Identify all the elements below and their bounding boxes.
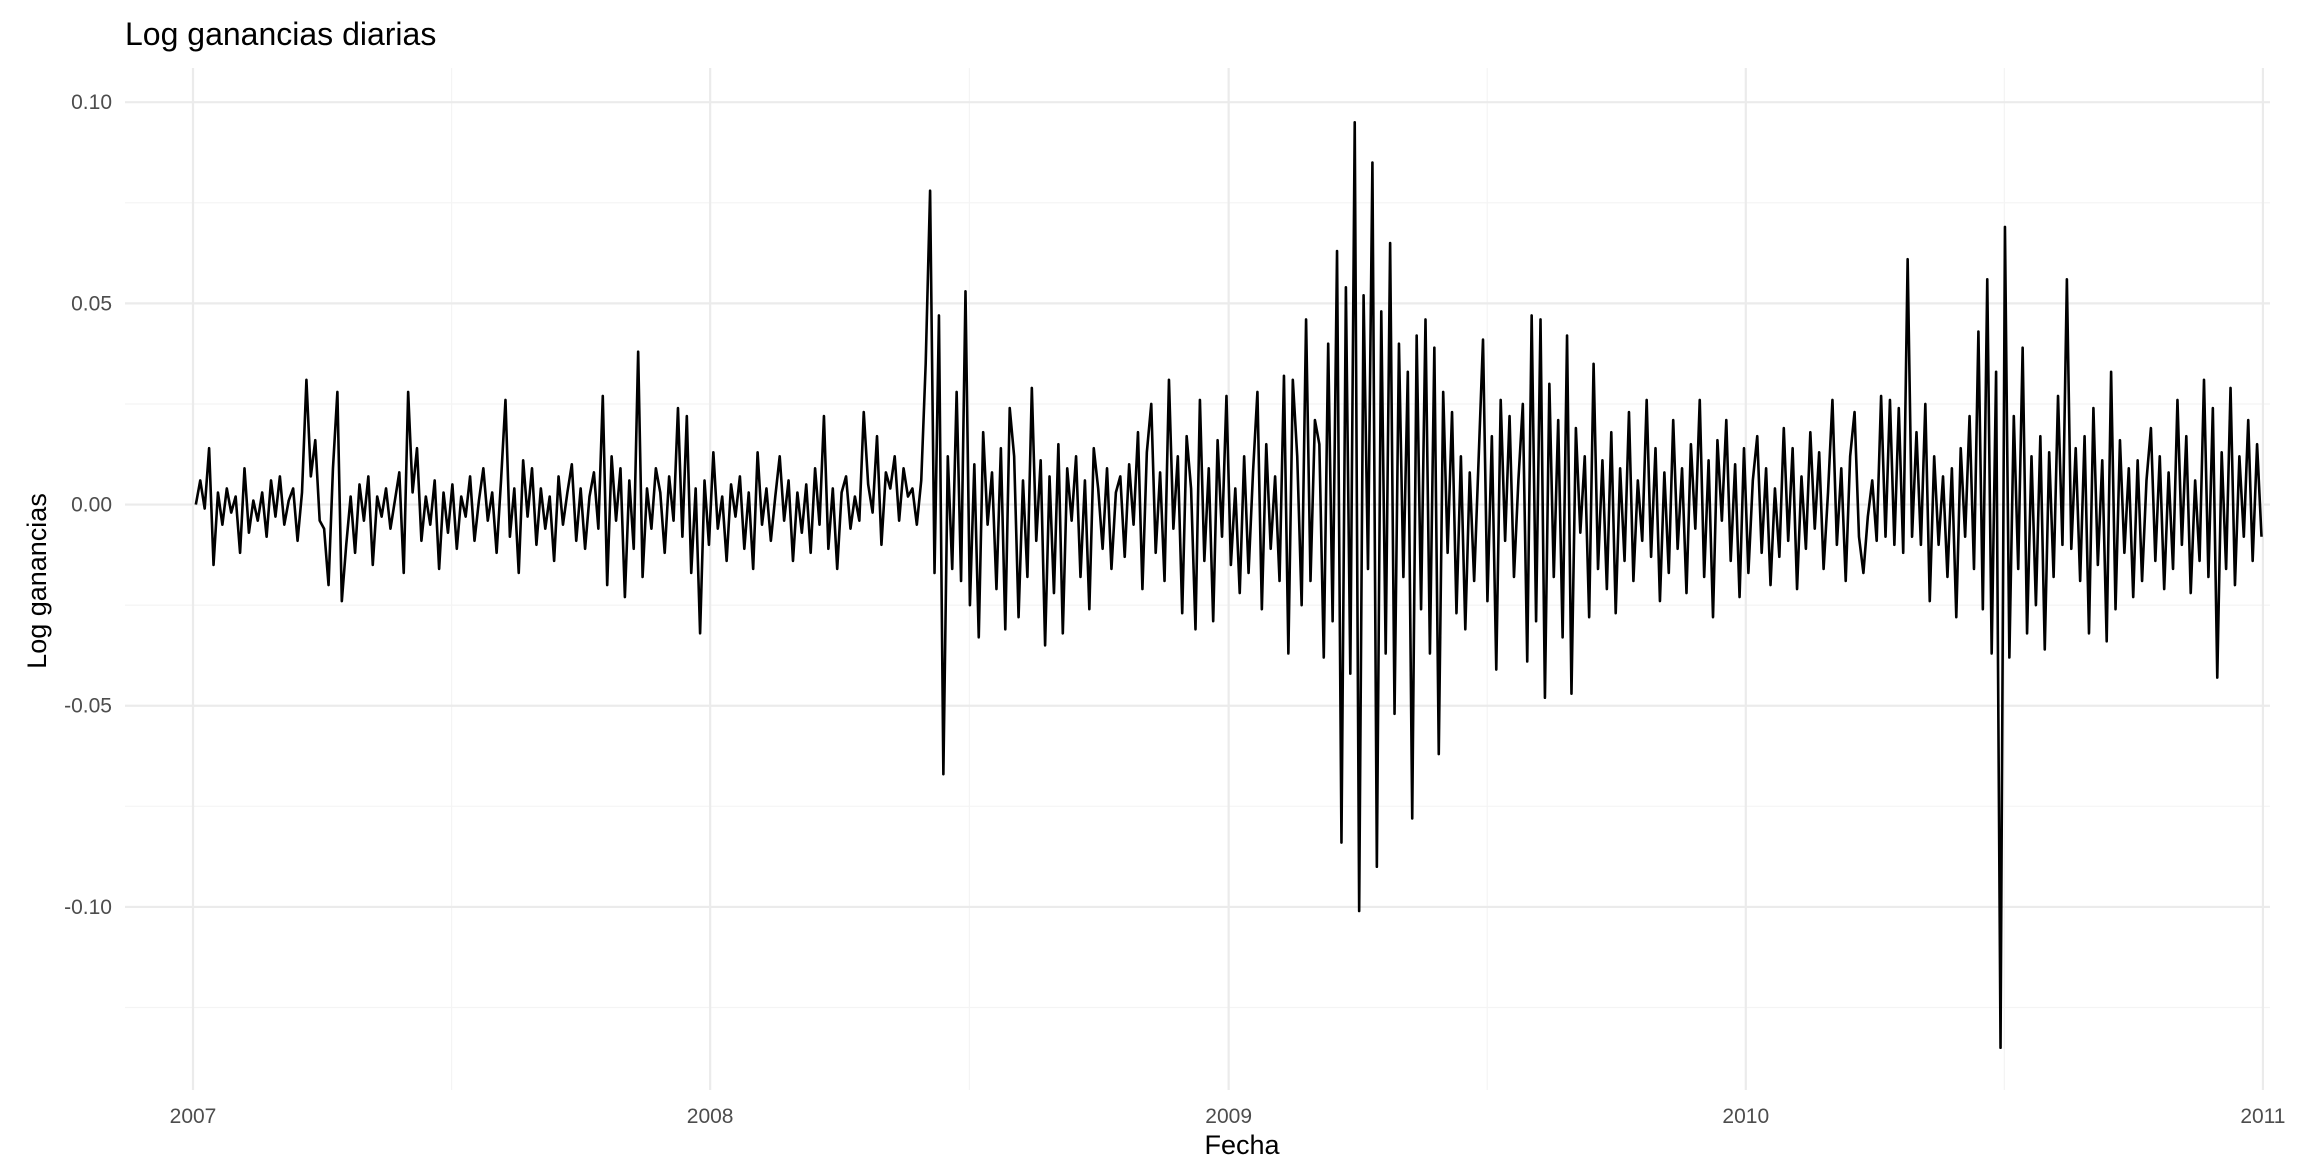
x-tick-label: 2007: [170, 1105, 217, 1128]
major-grid: [125, 68, 2270, 1090]
y-axis-title: Log ganancias: [22, 493, 52, 669]
series-line: [194, 121, 2263, 1050]
y-tick-label: 0.10: [71, 91, 112, 114]
x-tick-label: 2008: [687, 1105, 734, 1128]
y-tick-label: 0.00: [71, 494, 112, 517]
y-tick-label: -0.05: [64, 695, 112, 718]
x-tick-label: 2011: [2240, 1105, 2285, 1128]
x-axis-ticks: 2007 2008 2009 2010 2011: [170, 1105, 2286, 1128]
y-axis-ticks: 0.10 0.05 0.00 -0.05 -0.10: [64, 91, 112, 919]
x-tick-label: 2010: [1722, 1105, 1769, 1128]
minor-grid: [125, 68, 2270, 1090]
y-tick-label: -0.10: [64, 896, 112, 919]
y-tick-label: 0.05: [71, 292, 112, 315]
x-axis-title: Fecha: [1204, 1130, 1280, 1160]
x-tick-label: 2009: [1205, 1105, 1252, 1128]
chart-title: Log ganancias diarias: [125, 16, 436, 52]
